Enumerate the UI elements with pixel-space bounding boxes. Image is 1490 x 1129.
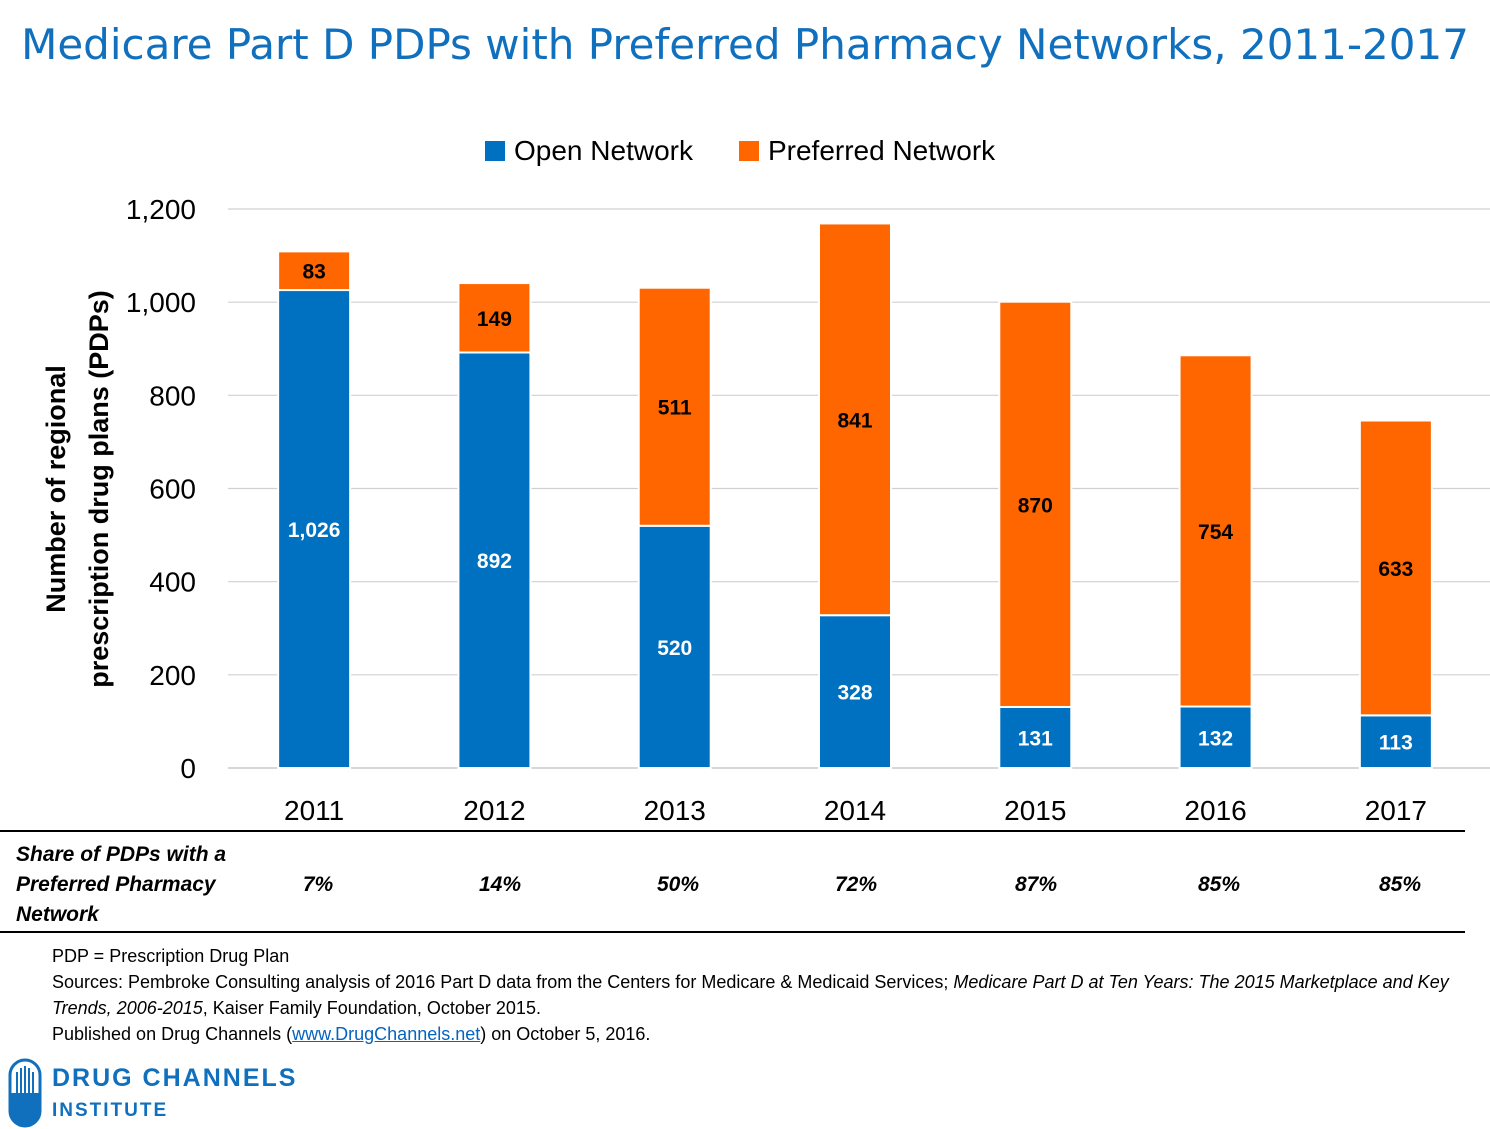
data-label-preferred-2016: 754	[1198, 521, 1233, 544]
share-value-2015: 87%	[1014, 873, 1058, 896]
data-label-preferred-2014: 841	[837, 409, 872, 432]
data-label-open-2016: 132	[1198, 727, 1233, 750]
legend-label-preferred: Preferred Network	[767, 135, 996, 166]
data-label-open-2017: 113	[1379, 732, 1413, 755]
y-tick-label: 600	[149, 474, 196, 505]
legend-swatch-preferred	[738, 141, 759, 161]
y-tick-label: 0	[180, 753, 196, 784]
note-pdp-definition: PDP = Prescription Drug Plan	[52, 946, 290, 966]
data-label-open-2012: 892	[477, 550, 512, 573]
logo-text-line-2: INSTITUTE	[52, 1100, 169, 1121]
share-value-2017: 85%	[1378, 873, 1422, 896]
logo-pill-icon	[8, 1058, 42, 1128]
sources-italic-title: Medicare Part D at Ten Years: The 2015 M…	[52, 972, 1449, 1018]
x-tick-label-2016: 2016	[1184, 795, 1246, 826]
share-label-line-3: Network	[16, 903, 99, 926]
bar-preferred-2012	[457, 282, 532, 354]
y-axis-label-line-1: Number of regional	[41, 365, 71, 613]
data-label-preferred-2017: 633	[1378, 558, 1413, 581]
share-value-2016: 85%	[1197, 873, 1241, 896]
bar-preferred-2015	[998, 300, 1073, 708]
y-tick-label: 800	[149, 380, 196, 411]
x-tick-label-2013: 2013	[644, 795, 706, 826]
note-published: Published on Drug Channels (www.DrugChan…	[52, 1021, 1452, 1047]
bar-preferred-2017	[1358, 419, 1433, 717]
data-label-preferred-2011: 83	[302, 261, 325, 284]
sources-prefix: Sources: Pembroke Consulting analysis of…	[52, 972, 954, 992]
share-row-label: Share of PDPs with a Preferred Pharmacy …	[16, 840, 246, 930]
sources-suffix: , Kaiser Family Foundation, October 2015…	[202, 998, 541, 1018]
drugchannels-link[interactable]: www.DrugChannels.net	[292, 1024, 481, 1044]
y-axis-label-line-2: prescription drug plans (PDPs)	[84, 290, 114, 688]
bar-open-2017	[1358, 714, 1433, 770]
drug-channels-logo: DRUG CHANNELS INSTITUTE	[8, 1058, 408, 1128]
data-label-open-2015: 131	[1018, 727, 1053, 750]
bar-open-2016	[1178, 705, 1253, 770]
data-label-preferred-2013: 511	[658, 397, 692, 420]
logo-text-line-1: DRUG CHANNELS	[52, 1064, 298, 1092]
legend-label-open: Open Network	[514, 135, 693, 166]
share-value-2014: 72%	[834, 873, 878, 896]
chart-title: Medicare Part D PDPs with Preferred Phar…	[21, 20, 1469, 69]
share-value-2012: 14%	[478, 873, 522, 896]
bar-open-2015	[998, 705, 1073, 769]
legend-swatch-open	[485, 141, 505, 161]
share-value-2013: 50%	[656, 873, 700, 896]
y-tick-label: 1,000	[126, 287, 196, 318]
bar-open-2011	[277, 289, 352, 769]
data-label-open-2014: 328	[837, 682, 872, 705]
data-label-open-2011: 1,026	[288, 519, 341, 542]
bar-open-2012	[457, 351, 532, 769]
published-suffix: ) on October 5, 2016.	[480, 1024, 651, 1044]
y-tick-label: 200	[149, 660, 196, 691]
bar-chart: 0 200 400 600 800 1,000 1,200 Number of regiona…	[41, 194, 1490, 826]
y-tick-label: 400	[149, 567, 196, 598]
x-tick-label-2011: 2011	[284, 795, 344, 826]
share-row: Share of PDPs with a Preferred Pharmacy …	[0, 840, 1490, 930]
x-tick-label-2017: 2017	[1365, 795, 1427, 826]
x-tick-label-2012: 2012	[463, 795, 525, 826]
bar-open-2013	[637, 524, 712, 769]
share-value-2011: 7%	[302, 873, 334, 896]
bar-open-2014	[818, 614, 892, 769]
top-rule	[0, 830, 1465, 832]
bar-preferred-2016	[1178, 354, 1253, 708]
x-tick-label-2014: 2014	[824, 795, 886, 826]
legend-item-preferred: Preferred Network	[738, 135, 996, 167]
data-label-open-2013: 520	[657, 637, 692, 660]
legend: Open Network Preferred Network	[485, 134, 1041, 168]
bottom-rule	[0, 931, 1465, 933]
notes: PDP = Prescription Drug Plan Sources: Pe…	[52, 943, 1452, 1047]
share-label-line-2: Preferred Pharmacy	[16, 873, 216, 896]
bar-preferred-2011	[277, 250, 352, 292]
x-tick-label-2015: 2015	[1004, 795, 1066, 826]
y-tick-label: 1,200	[126, 194, 196, 225]
share-label-line-1: Share of PDPs with a	[16, 843, 227, 866]
bar-preferred-2014	[818, 222, 892, 617]
legend-item-open: Open Network	[485, 135, 693, 167]
published-prefix: Published on Drug Channels (	[52, 1024, 293, 1044]
bar-preferred-2013	[637, 286, 712, 527]
data-label-preferred-2012: 149	[477, 308, 512, 331]
data-label-preferred-2015: 870	[1018, 494, 1053, 517]
note-sources: Sources: Pembroke Consulting analysis of…	[52, 969, 1452, 1021]
